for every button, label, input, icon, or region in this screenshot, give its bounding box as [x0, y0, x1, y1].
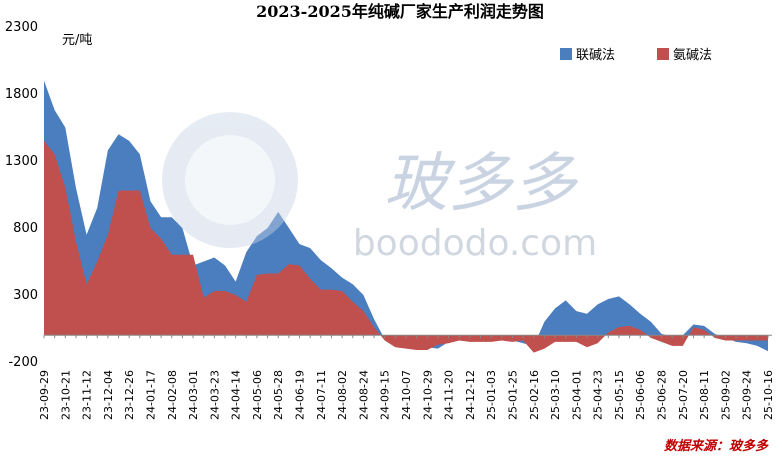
x-tick-label: 24-05-28 [272, 370, 285, 420]
legend-swatch [560, 48, 572, 60]
y-tick-label: 800 [13, 221, 38, 236]
x-tick-label: 23-09-29 [38, 370, 51, 420]
area [44, 80, 768, 352]
y-tick-label: 1300 [5, 154, 38, 169]
x-tick-label: 25-08-11 [698, 370, 711, 420]
x-tick-label: 24-12-12 [464, 370, 477, 420]
x-tick-label: 25-09-24 [741, 370, 754, 420]
x-tick-label: 25-01-25 [506, 370, 519, 420]
x-tick-label: 25-03-10 [549, 370, 562, 420]
x-tick-label: 23-10-21 [59, 370, 72, 420]
x-tick-label: 23-12-04 [102, 370, 115, 420]
x-tick-label: 24-08-02 [336, 370, 349, 420]
x-tick-label: 25-07-20 [677, 370, 690, 420]
chart-title: 2023-2025年纯碱厂家生产利润走势图 [256, 2, 544, 21]
legend-swatch [657, 48, 669, 60]
x-tick-label: 25-04-23 [592, 370, 605, 420]
x-tick-label: 24-06-19 [294, 370, 307, 420]
x-tick-label: 25-02-16 [528, 370, 541, 420]
x-tick-label: 25-09-02 [719, 370, 732, 420]
y-tick-label: 300 [13, 288, 38, 303]
x-tick-label: 25-06-28 [656, 370, 669, 420]
x-tick-label: 24-07-11 [315, 370, 328, 420]
watermark-text: 玻多多 [384, 147, 579, 221]
x-tick-label: 23-11-12 [81, 370, 94, 420]
y-axis-label: 元/吨 [62, 33, 92, 48]
x-tick-label: 25-06-06 [634, 370, 647, 420]
x-tick-label: 25-05-15 [613, 370, 626, 420]
y-tick-label: 1800 [5, 87, 38, 102]
x-tick-label: 25-10-16 [762, 370, 775, 420]
watermark-logo [185, 135, 275, 225]
x-tick-label: 25-04-01 [570, 370, 583, 420]
x-tick-label: 24-05-06 [251, 370, 264, 420]
legend-label: 联碱法 [576, 48, 615, 63]
x-tick-label: 24-09-15 [379, 370, 392, 420]
x-tick-label: 24-02-08 [166, 370, 179, 420]
legend-label: 氨碱法 [673, 48, 712, 63]
x-tick-label: 24-01-17 [144, 370, 157, 420]
watermark-logo [162, 112, 298, 248]
x-tick-label: 24-04-14 [230, 370, 243, 420]
x-tick-label: 24-10-07 [400, 370, 413, 420]
y-tick-label: -200 [8, 355, 38, 370]
watermark-text: boododo.com [353, 223, 597, 264]
area [44, 140, 768, 353]
y-tick-label: 2300 [5, 20, 38, 35]
x-tick-label: 24-11-20 [443, 370, 456, 420]
x-tick-label: 24-03-01 [187, 370, 200, 420]
x-tick-label: 23-12-26 [123, 370, 136, 420]
x-tick-label: 24-08-24 [357, 370, 370, 420]
x-tick-label: 24-10-29 [421, 370, 434, 420]
x-tick-label: 24-03-23 [208, 370, 221, 420]
x-tick-label: 25-01-03 [485, 370, 498, 420]
source-note: 数据来源：玻多多 [664, 438, 769, 454]
